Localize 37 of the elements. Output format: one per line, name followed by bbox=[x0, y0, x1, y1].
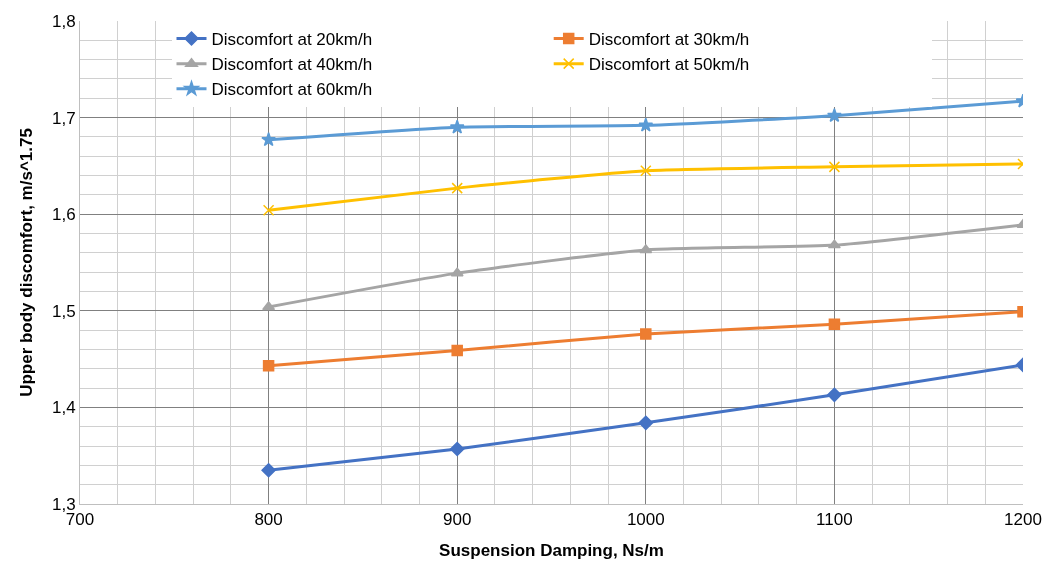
point bbox=[826, 107, 842, 123]
point bbox=[451, 344, 463, 357]
point bbox=[638, 415, 654, 431]
point bbox=[827, 239, 841, 249]
y-tick-label: 1,5 bbox=[51, 301, 76, 321]
legend-label: Discomfort at 20km/h bbox=[211, 30, 373, 50]
point bbox=[640, 164, 652, 177]
x-tick-label: 1200 bbox=[1004, 510, 1042, 530]
point bbox=[828, 318, 841, 331]
point bbox=[640, 328, 652, 340]
legend-label: Discomfort at 30km/h bbox=[588, 30, 750, 50]
point bbox=[450, 267, 464, 277]
point bbox=[828, 161, 841, 173]
point bbox=[449, 441, 465, 457]
x-tick-label: 900 bbox=[443, 510, 472, 530]
y-tick-label: 1,7 bbox=[51, 108, 76, 128]
point bbox=[261, 132, 277, 147]
point bbox=[449, 119, 465, 134]
legend-label: Discomfort at 40km/h bbox=[211, 55, 373, 75]
point bbox=[638, 117, 654, 132]
point bbox=[262, 301, 276, 311]
point bbox=[827, 387, 842, 403]
point bbox=[451, 182, 463, 194]
legend-label: Discomfort at 50km/h bbox=[588, 55, 750, 75]
point bbox=[262, 204, 275, 217]
y-tick-label: 1,8 bbox=[51, 11, 76, 31]
y-tick-label: 1,6 bbox=[51, 205, 76, 225]
point bbox=[261, 462, 276, 478]
y-tick-label: 1,4 bbox=[51, 398, 76, 418]
x-tick-label: 800 bbox=[254, 510, 283, 530]
x-tick-label: 1000 bbox=[626, 510, 665, 530]
point bbox=[639, 244, 653, 254]
y-axis-title: Upper body discomfort, m/s^1.75 bbox=[16, 128, 36, 397]
x-axis-title: Suspension Damping, Ns/m bbox=[439, 540, 664, 560]
x-tick-label: 1100 bbox=[816, 510, 853, 530]
legend-label: Discomfort at 60km/h bbox=[211, 80, 373, 100]
point bbox=[262, 360, 275, 372]
